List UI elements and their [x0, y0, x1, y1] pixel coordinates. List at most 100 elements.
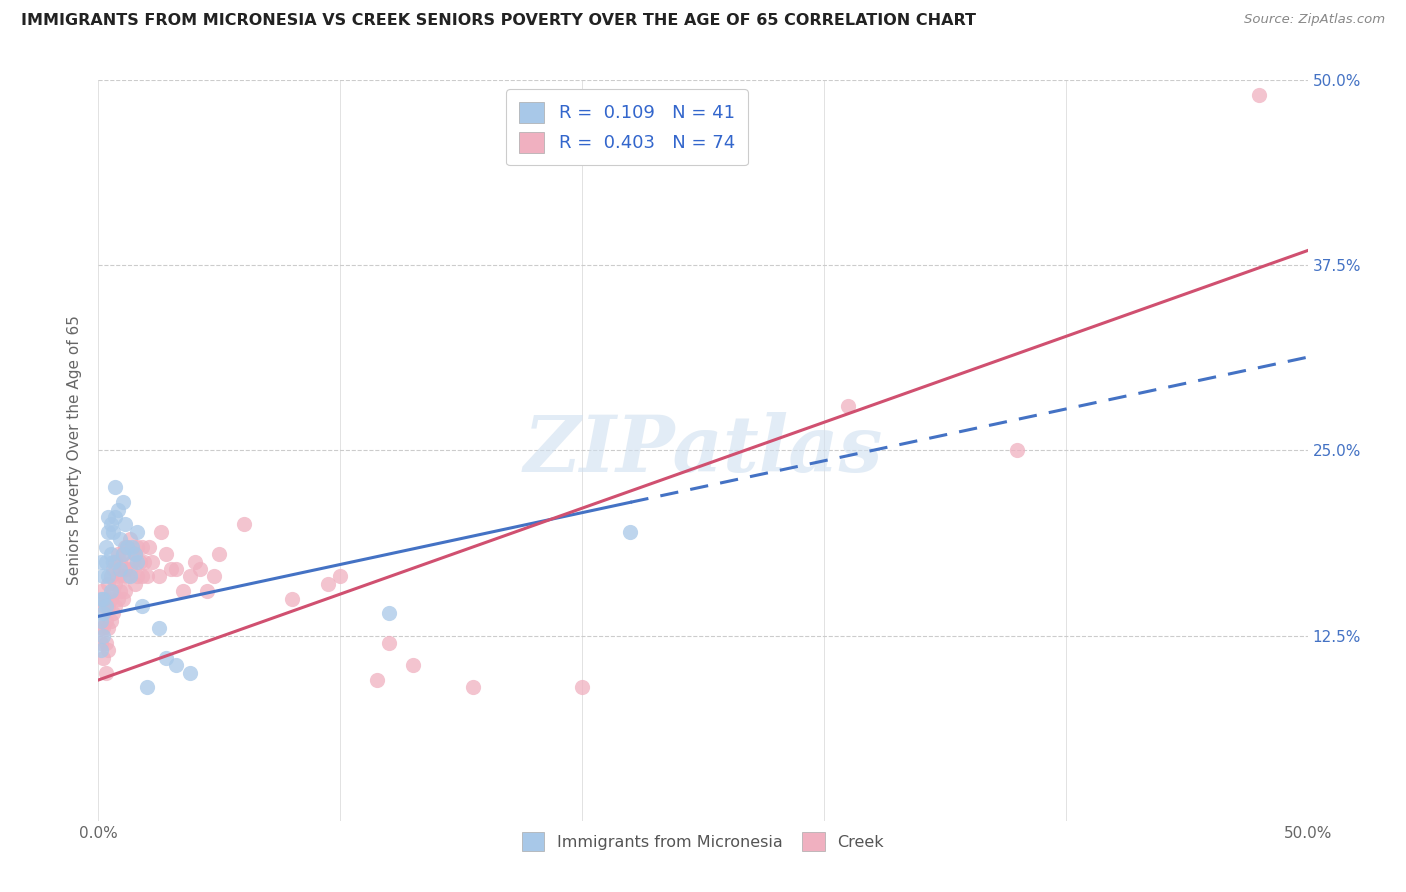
Point [100, 517, 122, 532]
Point [127, 524, 149, 539]
Point [179, 665, 201, 680]
Point [94, 665, 117, 680]
Point [138, 540, 160, 554]
Point [1007, 443, 1029, 458]
Point [91, 628, 114, 642]
Point [377, 607, 399, 621]
Point [100, 614, 122, 628]
Point [97, 621, 120, 635]
Point [619, 524, 641, 539]
Point [316, 576, 339, 591]
Point [118, 533, 141, 547]
Point [179, 569, 201, 583]
Point [91, 650, 114, 665]
Point [90, 584, 112, 599]
Point [114, 562, 136, 576]
Point [90, 591, 112, 606]
Point [184, 555, 207, 569]
Point [118, 562, 141, 576]
Legend: Immigrants from Micronesia, Creek: Immigrants from Micronesia, Creek [516, 826, 890, 857]
Point [94, 555, 117, 569]
Point [135, 681, 157, 695]
Point [463, 681, 485, 695]
Point [91, 599, 114, 613]
Point [131, 540, 153, 554]
Point [1249, 88, 1271, 103]
Point [94, 614, 117, 628]
Point [104, 480, 127, 494]
Point [128, 555, 150, 569]
Point [107, 502, 129, 516]
Point [94, 591, 117, 606]
Point [101, 607, 124, 621]
Point [124, 547, 146, 561]
Point [90, 636, 112, 650]
Point [104, 555, 127, 569]
Point [571, 681, 593, 695]
Point [104, 576, 127, 591]
Point [118, 569, 141, 583]
Point [402, 658, 425, 673]
Point [107, 591, 129, 606]
Point [160, 562, 183, 576]
Point [281, 591, 304, 606]
Point [111, 547, 134, 561]
Point [124, 576, 146, 591]
Point [97, 576, 120, 591]
Point [148, 569, 170, 583]
Point [97, 524, 120, 539]
Point [172, 584, 194, 599]
Y-axis label: Seniors Poverty Over the Age of 65: Seniors Poverty Over the Age of 65 [67, 316, 83, 585]
Point [141, 555, 163, 569]
Point [100, 584, 122, 599]
Point [108, 562, 131, 576]
Point [107, 569, 129, 583]
Point [117, 540, 139, 554]
Point [108, 555, 131, 569]
Point [155, 650, 177, 665]
Point [90, 555, 112, 569]
Point [232, 517, 254, 532]
Point [127, 540, 149, 554]
Point [131, 599, 153, 613]
Point [111, 591, 134, 606]
Point [329, 569, 352, 583]
Point [97, 569, 120, 583]
Point [94, 599, 117, 613]
Point [104, 510, 127, 524]
Point [165, 562, 187, 576]
Point [131, 569, 153, 583]
Point [366, 673, 388, 687]
Point [165, 658, 187, 673]
Point [111, 547, 134, 561]
Point [121, 540, 143, 554]
Point [135, 569, 157, 583]
Point [148, 621, 170, 635]
Point [114, 517, 136, 532]
Point [90, 621, 112, 635]
Point [101, 555, 124, 569]
Point [155, 547, 177, 561]
Point [195, 584, 218, 599]
Point [90, 643, 112, 657]
Point [101, 584, 124, 599]
Point [117, 569, 139, 583]
Point [111, 569, 134, 583]
Point [100, 569, 122, 583]
Point [107, 547, 129, 561]
Point [94, 636, 117, 650]
Point [91, 569, 114, 583]
Point [97, 510, 120, 524]
Point [104, 599, 127, 613]
Point [150, 524, 173, 539]
Point [91, 621, 114, 635]
Point [91, 607, 114, 621]
Point [108, 533, 131, 547]
Point [188, 562, 211, 576]
Text: Source: ZipAtlas.com: Source: ZipAtlas.com [1244, 13, 1385, 27]
Point [208, 547, 231, 561]
Point [121, 555, 143, 569]
Point [94, 540, 117, 554]
Point [204, 569, 226, 583]
Point [100, 591, 122, 606]
